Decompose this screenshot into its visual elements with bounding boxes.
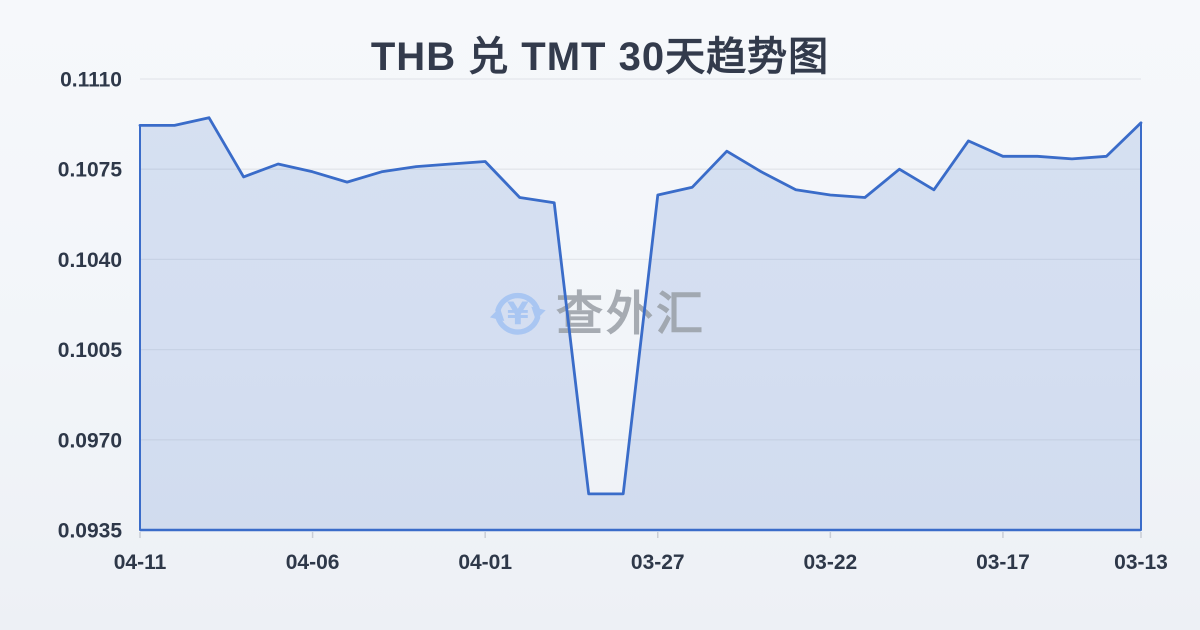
watermark-text: 查外汇 bbox=[556, 287, 706, 340]
page-title: THB 兑 TMT 30天趋势图 bbox=[370, 35, 830, 79]
x-axis-ticks bbox=[139, 532, 1142, 538]
y-axis-label: 0.1075 bbox=[58, 159, 123, 182]
x-axis-label: 04-06 bbox=[286, 551, 340, 574]
y-axis-label: 0.1005 bbox=[58, 339, 123, 362]
y-axis-label: 0.0935 bbox=[58, 520, 123, 543]
x-axis-label: 03-17 bbox=[976, 551, 1030, 574]
data-line bbox=[138, 116, 1143, 496]
svg-text:¥: ¥ bbox=[507, 297, 529, 333]
x-axis-label: 03-13 bbox=[1114, 551, 1168, 574]
x-axis-label: 03-22 bbox=[803, 551, 857, 574]
x-axis-label: 04-01 bbox=[458, 551, 512, 574]
x-axis-label: 04-11 bbox=[114, 551, 167, 574]
x-axis-label: 03-27 bbox=[631, 551, 685, 574]
watermark: ¥ 查外汇 bbox=[489, 287, 706, 340]
y-axis-label: 0.1040 bbox=[58, 249, 122, 272]
y-axis-label: 0.1110 bbox=[60, 69, 122, 92]
y-axis-label: 0.0970 bbox=[58, 429, 122, 452]
currency-refresh-icon: ¥ bbox=[489, 292, 546, 335]
